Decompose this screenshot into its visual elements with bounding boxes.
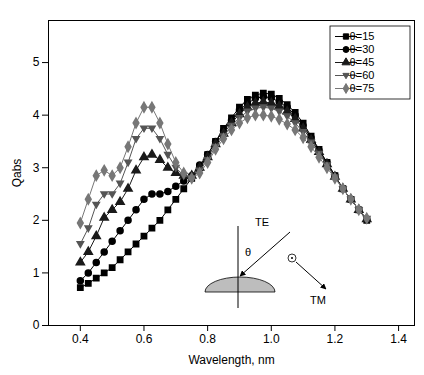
svg-text:θ=45: θ=45 [350, 56, 375, 68]
svg-text:TE: TE [255, 216, 269, 228]
svg-text:Qabs: Qabs [10, 159, 24, 188]
svg-text:θ: θ [245, 246, 251, 258]
svg-text:0.4: 0.4 [72, 332, 89, 346]
svg-text:4: 4 [33, 108, 40, 122]
svg-text:Wavelength, nm: Wavelength, nm [188, 353, 274, 367]
svg-text:TM: TM [310, 294, 326, 306]
svg-text:5: 5 [33, 55, 40, 69]
svg-text:1: 1 [33, 266, 40, 280]
svg-text:1.4: 1.4 [390, 332, 407, 346]
svg-text:0.6: 0.6 [136, 332, 153, 346]
svg-text:θ=15: θ=15 [350, 30, 375, 42]
svg-text:θ=30: θ=30 [350, 43, 375, 55]
svg-text:1.0: 1.0 [263, 332, 280, 346]
svg-text:θ=60: θ=60 [350, 69, 375, 81]
svg-text:0: 0 [33, 318, 40, 332]
svg-text:2: 2 [33, 213, 40, 227]
svg-text:3: 3 [33, 161, 40, 175]
svg-text:1.2: 1.2 [327, 332, 344, 346]
svg-text:θ=75: θ=75 [350, 82, 375, 94]
svg-text:0.8: 0.8 [199, 332, 216, 346]
